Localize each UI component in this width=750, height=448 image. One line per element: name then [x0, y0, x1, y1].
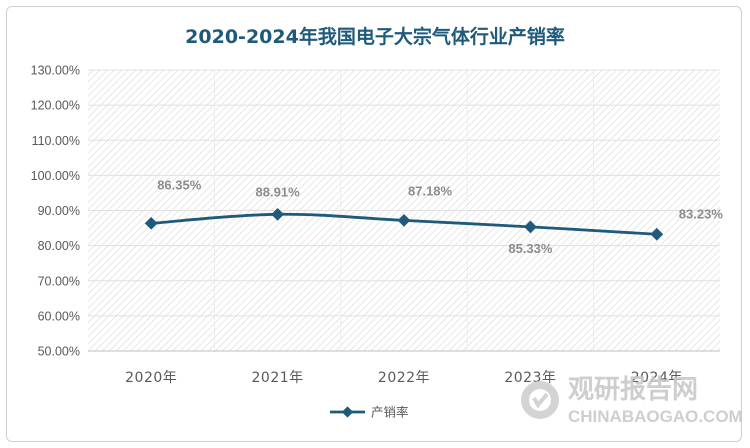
data-point-marker	[144, 216, 158, 230]
x-tick-label: 2020年	[125, 370, 177, 386]
data-label: 85.33%	[508, 241, 553, 256]
y-tick-label: 50.00%	[38, 345, 80, 359]
data-label: 83.23%	[679, 206, 724, 221]
watermark-logo-icon	[521, 381, 559, 419]
watermark-text: 观研报告网	[568, 374, 698, 405]
y-tick-label: 80.00%	[38, 239, 80, 253]
data-label: 87.18%	[408, 183, 453, 198]
y-tick-label: 60.00%	[38, 309, 80, 323]
y-tick-label: 110.00%	[32, 134, 80, 148]
legend: 产销率	[330, 405, 409, 420]
x-tick-label: 2024年	[631, 370, 683, 386]
watermark: 观研报告网 CHINABAOGAO.COM	[521, 374, 743, 426]
data-label: 86.35%	[157, 177, 202, 192]
y-tick-label: 100.00%	[31, 169, 80, 183]
y-tick-label: 120.00%	[31, 99, 80, 113]
x-tick-label: 2022年	[378, 370, 430, 386]
y-tick-label: 130.00%	[31, 64, 80, 78]
y-tick-label: 90.00%	[38, 204, 80, 218]
legend-marker-icon	[341, 406, 354, 418]
x-tick-label: 2021年	[252, 370, 304, 386]
data-label: 88.91%	[256, 184, 301, 199]
y-tick-label: 70.00%	[38, 274, 80, 288]
watermark-url: CHINABAOGAO.COM	[568, 407, 743, 426]
data-point-marker	[271, 207, 284, 221]
chart-title: 2020-2024年我国电子大宗气体行业产销率	[185, 26, 565, 48]
data-point-marker	[397, 214, 411, 227]
legend-label: 产销率	[371, 405, 409, 420]
